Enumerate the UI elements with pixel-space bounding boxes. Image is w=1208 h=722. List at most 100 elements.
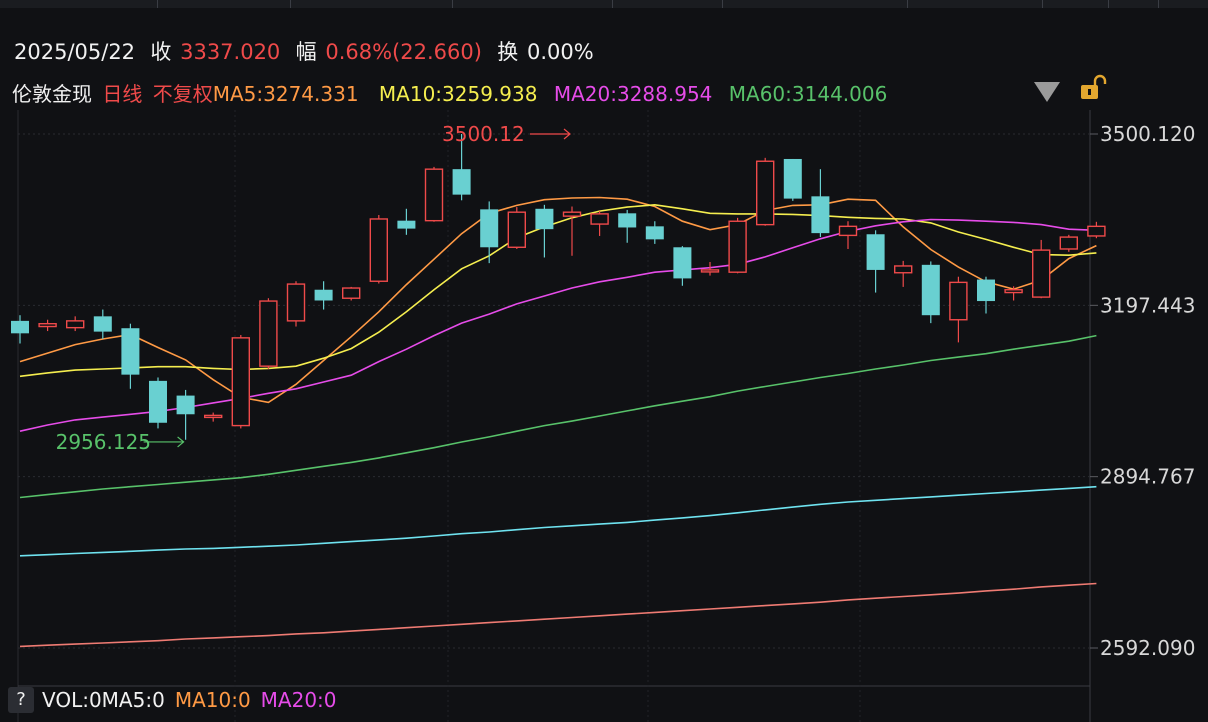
candle-body-up [590,213,609,225]
candle [176,389,195,440]
candle [149,377,167,429]
ma5-label: MA5:3274.331 [212,82,359,106]
annotation-arrowhead [563,128,571,140]
quote-date: 2025/05/22 [14,40,136,64]
candle [618,209,637,243]
candle-body-down [452,169,471,195]
candle [1087,221,1106,239]
candle-body-down [866,234,885,270]
y-tick-label: 2592.090 [1100,636,1195,660]
volume-legend: ? VOL:0MA5:0 MA10:0 MA20:0 [8,686,347,714]
candle-body-up [756,160,775,226]
candle-body-down [921,264,940,316]
candle-body-up [342,287,361,299]
ma-line-ma60 [19,334,1097,499]
help-button[interactable]: ? [8,687,34,713]
candle-body-up [507,211,526,248]
candle [231,335,251,429]
top-tab-strip [0,0,1208,8]
price-annotation-label: 2956.125 [56,430,151,454]
candle [121,323,140,389]
vol-ma20-label: MA20:0 [260,688,337,712]
price-annotation-label: 3500.12 [442,122,525,146]
candle [756,157,775,226]
ma20-label: MA20:3288.954 [553,82,713,106]
candle [314,281,333,310]
candle-body-down [397,220,416,229]
close-value: 3337.020 [180,40,281,64]
candle-body-down [977,279,995,302]
candle [838,221,858,249]
candle [562,206,582,256]
candle [342,286,361,301]
candle [866,230,885,293]
period-selector[interactable]: 日线 [102,82,143,106]
candle [369,215,388,284]
candle-body-down [11,320,29,334]
y-tick-label: 2894.767 [1100,465,1195,489]
candle [1004,286,1023,301]
candle [921,261,940,324]
candle [38,319,57,332]
candle-body-down [176,395,195,415]
candle-body-up [700,269,720,273]
candle-body-up [286,283,306,322]
candle [507,207,526,249]
candle [673,246,692,286]
adjust-selector[interactable]: 不复权 [152,82,213,106]
candle [93,309,112,339]
ma60-label: MA60:3144.006 [728,82,888,106]
candle-body-up [203,414,223,419]
candle [397,208,416,235]
candle [286,281,306,327]
ma-line-extra [19,485,1097,557]
candle-body-down [121,328,140,375]
candle [424,166,444,222]
y-tick-label: 3500.120 [1100,122,1195,146]
candle [728,217,747,274]
candle-body-down [314,289,333,301]
candle [894,260,913,287]
vol-ma10-label: MA10:0 [174,688,251,712]
candle [977,276,995,314]
candle [645,221,664,244]
ma-lines [19,196,1097,648]
candle [949,276,968,343]
candle-body-up [231,337,251,427]
change-value: 0.68%(22.660) [325,40,482,64]
unlock-icon[interactable] [1079,74,1107,102]
triangle-down-icon[interactable] [1034,82,1060,102]
close-label: 收 [150,40,172,64]
ma10-label: MA10:3259.938 [378,82,538,106]
ma-line-extra [19,582,1097,648]
candle-body-up [38,322,57,328]
candle-body-down [149,380,167,423]
candle [535,204,554,258]
candle [1059,234,1079,252]
candle-body-down [645,226,664,240]
candle-body-down [535,208,554,230]
candle-body-down [93,316,112,332]
candle [480,201,499,264]
candle [65,316,85,332]
candle-body-down [673,247,692,279]
annotations: 3500.12 2956.125 [56,122,571,454]
y-tick-label: 3197.443 [1100,293,1195,317]
candle-body-down [811,196,830,234]
vol-label: VOL:0MA5:0 [42,688,165,712]
quote-header: 2025/05/22 收 3337.020 幅 0.68%(22.660) 换 … [14,36,596,66]
y-axis: 3500.120 3197.443 2894.767 2592.090 [1090,122,1195,660]
candle-body-up [1059,236,1079,250]
grid [17,110,1091,722]
candle [590,211,609,236]
ma-legend: 伦敦金现 日线 不复权MA5:3274.331 MA10:3259.938 MA… [12,78,891,107]
turnover-label: 换 [497,40,519,64]
candle-body-up [1087,225,1106,237]
candle-body-up [1031,249,1051,298]
annotation-arrowhead [177,436,185,448]
candle [783,158,802,201]
turnover-value: 0.00% [526,40,594,64]
candles [11,134,1106,440]
candle [203,412,223,422]
